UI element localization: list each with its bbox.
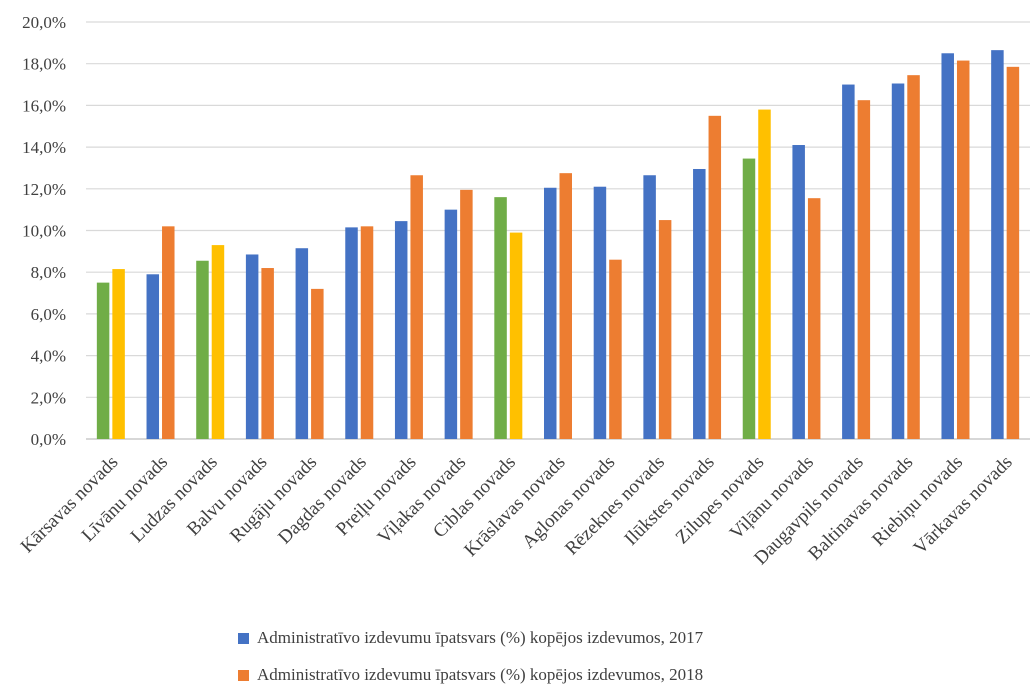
bar-2018 [460, 189, 473, 439]
bar-2017 [643, 175, 656, 439]
bar-chart: 0,0% 2,0% 4,0% 6,0% 8,0% 10,0% 12,0% 14,0% 16,0%… [17, 13, 1030, 569]
bar-2018 [956, 60, 970, 439]
bar-2017 [146, 274, 160, 439]
y-tick-label: 16,0% [22, 96, 66, 115]
bar-2017 [245, 254, 259, 439]
bar-2017 [96, 282, 110, 439]
y-tick-label: 2,0% [31, 388, 66, 407]
x-tick-label: Rugāju novads [226, 452, 321, 547]
x-tick-label: Līvānu novads [78, 452, 172, 546]
bar-2018 [708, 115, 722, 439]
legend-swatch-2018 [238, 669, 249, 681]
bar-2018 [410, 175, 423, 439]
bar-2017 [444, 209, 458, 439]
bar-2018 [658, 220, 672, 439]
bars [96, 50, 1020, 440]
bar-2017 [196, 260, 209, 439]
y-tick-label: 6,0% [31, 305, 66, 324]
bar-2018 [609, 259, 622, 439]
bar-2018 [758, 109, 771, 439]
bar-2018 [907, 75, 920, 439]
y-tick-label: 10,0% [22, 222, 66, 241]
bar-2017 [991, 50, 1004, 440]
bar-2018 [211, 245, 225, 439]
bar-2017 [494, 197, 507, 439]
bar-2017 [593, 186, 607, 439]
bar-2018 [1006, 66, 1020, 439]
bar-2017 [394, 221, 408, 439]
bar-2018 [162, 226, 175, 439]
x-tick-label: Ludzas novads [127, 452, 222, 547]
y-tick-label: 8,0% [31, 263, 66, 282]
y-axis-tick-labels: 0,0% 2,0% 4,0% 6,0% 8,0% 10,0% 12,0% 14,0% 16,0%… [22, 13, 66, 449]
bar-2017 [693, 168, 706, 439]
bar-2017 [941, 53, 954, 440]
y-tick-label: 20,0% [22, 13, 66, 32]
bar-2018 [360, 226, 374, 439]
bar-2017 [345, 227, 358, 439]
bar-2017 [544, 187, 557, 439]
legend-label-2017: Administratīvo izdevumu īpatsvars (%) ko… [257, 628, 704, 647]
bar-2018 [807, 198, 821, 439]
legend-label-2018: Administratīvo izdevumu īpatsvars (%) ko… [257, 665, 704, 684]
bar-2018 [311, 288, 324, 439]
bar-2018 [857, 100, 871, 439]
bar-2017 [792, 145, 805, 439]
bar-2018 [559, 173, 572, 439]
y-tick-label: 4,0% [31, 347, 66, 366]
legend: Administratīvo izdevumu īpatsvars (%) ko… [238, 627, 938, 686]
bar-2017 [742, 158, 756, 439]
grid-lines [86, 21, 1030, 440]
bar-2017 [295, 248, 309, 439]
bar-2017 [891, 83, 905, 439]
y-tick-label: 0,0% [31, 430, 66, 449]
y-tick-label: 18,0% [22, 55, 66, 74]
bar-2018 [261, 268, 274, 439]
legend-item-2018: Administratīvo izdevumu īpatsvars (%) ko… [238, 664, 938, 686]
legend-item-2017: Administratīvo izdevumu īpatsvars (%) ko… [238, 627, 938, 649]
bar-2017 [842, 84, 855, 440]
bar-2018 [509, 232, 523, 439]
bar-2018 [112, 269, 125, 439]
y-tick-label: 12,0% [22, 180, 66, 199]
y-tick-label: 14,0% [22, 138, 66, 157]
legend-swatch-2017 [238, 632, 249, 644]
